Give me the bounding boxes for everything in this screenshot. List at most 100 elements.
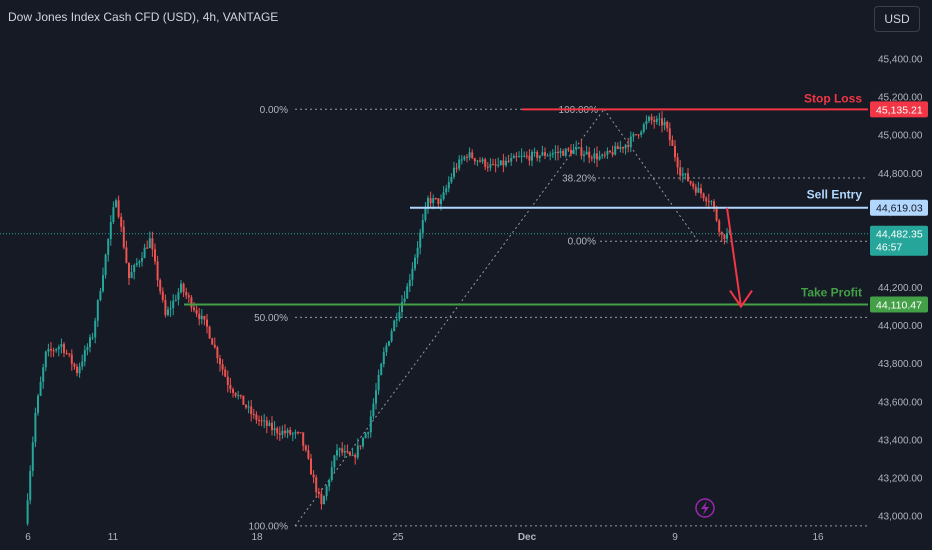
- y-tick-label: 44,200.00: [878, 283, 923, 294]
- stop-price-tag: [870, 101, 928, 118]
- candle-body: [689, 181, 692, 184]
- candle-body: [200, 315, 203, 320]
- candle-body: [421, 220, 424, 233]
- candle-body: [208, 326, 211, 339]
- candle-body: [549, 154, 552, 156]
- candle-body: [401, 302, 403, 312]
- candle-body: [525, 155, 528, 157]
- candle-body: [112, 207, 115, 223]
- candle-body: [606, 150, 609, 155]
- candle-body: [117, 200, 120, 217]
- candle-body: [429, 198, 432, 204]
- candle-body: [640, 131, 643, 135]
- candle-body: [611, 152, 614, 155]
- sell-entry-label: Sell Entry: [807, 188, 863, 202]
- candle-body: [343, 450, 346, 453]
- candle-body: [559, 151, 562, 153]
- candle-body: [580, 147, 583, 156]
- candle-body: [221, 364, 224, 370]
- candle-body: [286, 429, 289, 434]
- y-tick-label: 43,400.00: [878, 435, 923, 446]
- candle-body: [336, 450, 338, 456]
- stop-loss-label: Stop Loss: [804, 91, 862, 105]
- candle-body: [445, 188, 448, 193]
- candle-body: [468, 152, 471, 158]
- candle-body: [180, 283, 182, 293]
- candle-body: [193, 307, 195, 311]
- candle-body: [681, 173, 684, 176]
- candle-body: [723, 234, 726, 239]
- x-tick-label: 18: [251, 532, 263, 543]
- candle-body: [86, 347, 89, 351]
- candles: [26, 111, 731, 526]
- candle-body: [499, 160, 502, 165]
- candle-body: [55, 349, 58, 351]
- candle-body: [156, 261, 159, 281]
- candle-body: [57, 346, 60, 350]
- candle-body: [627, 144, 630, 147]
- lightning-icon[interactable]: [695, 498, 715, 518]
- candle-body: [104, 254, 107, 276]
- candle-body: [102, 275, 104, 292]
- candle-body: [258, 419, 260, 421]
- candle-body: [50, 348, 52, 351]
- candle-body: [219, 358, 221, 365]
- candle-body: [330, 467, 333, 481]
- candle-body: [388, 341, 390, 346]
- candle-body: [372, 403, 375, 417]
- candle-body: [590, 157, 593, 159]
- candle-body: [666, 121, 669, 129]
- candle-body: [341, 448, 344, 453]
- candle-body: [715, 208, 718, 221]
- fib-level-label: 0.00%: [260, 105, 288, 116]
- candle-body: [629, 136, 632, 147]
- candle-body: [577, 147, 580, 149]
- candle-body: [541, 152, 544, 156]
- candle-body: [406, 286, 409, 299]
- candle-body: [351, 455, 354, 457]
- candle-body: [291, 433, 294, 435]
- time-axis: 6 11 18 25 Dec 9 16: [25, 532, 824, 543]
- y-tick-label: 45,400.00: [878, 55, 923, 66]
- candle-body: [185, 291, 188, 296]
- fib-trend-line: [603, 108, 699, 242]
- lightning-bolt-icon: [701, 501, 709, 515]
- candle-body: [455, 167, 458, 169]
- candle-body: [679, 167, 682, 176]
- last-price-tag-text: 44,482.35: [876, 229, 923, 241]
- candle-body: [195, 310, 198, 314]
- candle-body: [476, 160, 479, 162]
- candle-body: [403, 298, 406, 303]
- candle-body: [520, 155, 523, 157]
- candle-body: [653, 120, 656, 123]
- candle-body: [398, 311, 401, 320]
- currency-button[interactable]: USD: [874, 6, 920, 32]
- candle-body: [505, 160, 507, 166]
- candle-body: [570, 149, 572, 155]
- candle-body: [284, 430, 286, 434]
- candle-body: [494, 164, 497, 166]
- candle-body: [463, 156, 466, 160]
- candle-body: [37, 395, 39, 413]
- candle-body: [528, 155, 531, 161]
- candle-body: [107, 239, 110, 255]
- candle-body: [128, 262, 130, 279]
- entry-price-tag-text: 44,619.03: [876, 203, 923, 215]
- candle-body: [31, 442, 34, 471]
- candle-body: [39, 381, 42, 396]
- candle-body: [453, 167, 455, 177]
- take-profit-label: Take Profit: [801, 286, 862, 300]
- candle-body: [702, 193, 705, 199]
- candle-body: [349, 452, 351, 456]
- candle-body: [96, 300, 99, 321]
- candle-body: [707, 201, 710, 203]
- candle-body: [419, 232, 422, 248]
- candle-body: [294, 432, 297, 434]
- candle-body: [172, 300, 175, 309]
- candle-body: [73, 363, 76, 367]
- candle-body: [601, 154, 604, 157]
- candle-body: [642, 124, 645, 132]
- candle-body: [198, 313, 201, 320]
- candle-body: [169, 308, 172, 310]
